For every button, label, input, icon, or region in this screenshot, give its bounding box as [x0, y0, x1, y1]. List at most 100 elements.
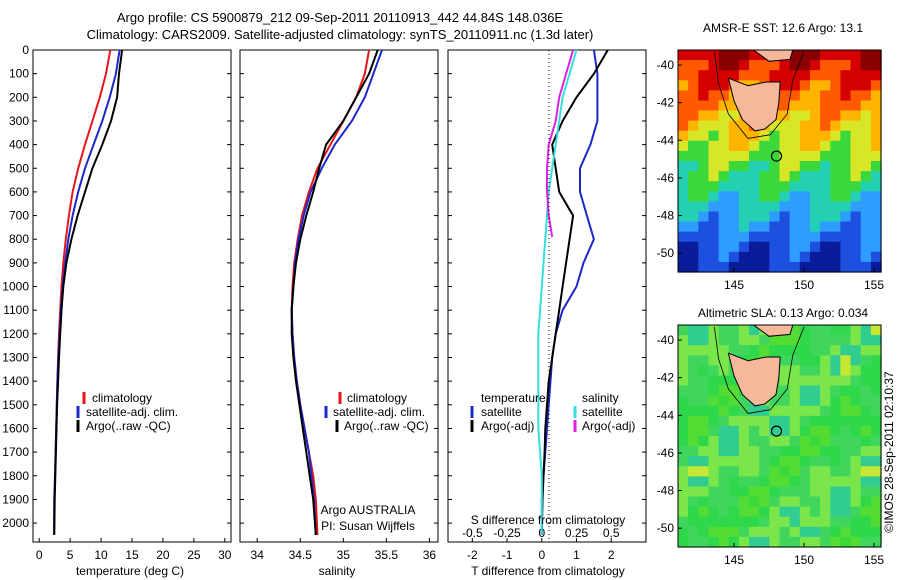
map-cell [718, 526, 730, 538]
map-cell [789, 100, 801, 112]
map-cell [708, 456, 720, 467]
map-y-tick-label: -40 [657, 333, 675, 347]
map-cell [728, 130, 740, 142]
depth-tick-label: 0 [22, 43, 29, 57]
legend-title-salinity: salinity [582, 391, 619, 405]
map-cell [870, 405, 882, 417]
map-cell [840, 436, 852, 447]
map-cell [759, 415, 770, 427]
map-cell [738, 456, 750, 467]
map-cell [820, 110, 831, 122]
map-cell [698, 325, 710, 336]
profile-lines-layer [53, 49, 609, 535]
depth-tick-label: 800 [9, 232, 29, 246]
map-cell [779, 476, 791, 488]
map-x-tick-label: 155 [864, 553, 884, 567]
series-line [540, 49, 609, 535]
map-cell [789, 415, 801, 427]
map-cell [810, 335, 821, 346]
map-cell [769, 536, 781, 548]
map-cell [738, 325, 750, 336]
map-cell [799, 100, 811, 112]
map-cell [698, 355, 710, 366]
map-cell [840, 251, 852, 263]
map-cell [728, 415, 740, 427]
map-cell [688, 355, 699, 366]
map-cell [860, 526, 872, 538]
map-cell [820, 436, 831, 447]
map-cell [860, 425, 872, 437]
x-tick-label: 2 [608, 548, 615, 562]
map-cell [820, 70, 831, 81]
map-cell [830, 191, 842, 202]
map-cell [779, 405, 791, 417]
map-cell [759, 456, 770, 467]
map-cell [749, 496, 760, 508]
series-line [546, 49, 575, 238]
map-cell [749, 335, 760, 346]
map-cell [850, 506, 862, 518]
map-x-tick-label: 145 [724, 278, 744, 292]
map-cell [799, 251, 811, 263]
map-cell [870, 375, 882, 387]
map-cell [870, 191, 882, 202]
map-cell [708, 110, 720, 122]
map-cell [759, 536, 770, 548]
map-cell [698, 150, 710, 162]
map-cell [769, 496, 781, 508]
map-cell [738, 120, 750, 132]
map-cell [789, 90, 801, 102]
map-cell [789, 110, 801, 122]
map-cell [678, 100, 689, 112]
map-cell [718, 150, 730, 162]
map-cell [738, 201, 750, 213]
legend-label-t-satellite: satellite [481, 405, 522, 419]
shelf-contour [714, 326, 805, 414]
map-cell [749, 50, 760, 61]
x-tick-label: 36 [423, 548, 437, 562]
map-cell [840, 526, 852, 538]
map-cell [840, 425, 852, 437]
map-cell [799, 536, 811, 548]
map-cell [860, 446, 872, 457]
depth-tick-label: 300 [9, 114, 29, 128]
map-cell [850, 415, 862, 427]
map-cell [708, 221, 720, 233]
map-cell [769, 150, 781, 162]
map-cell [810, 365, 821, 377]
map-cell [688, 70, 699, 81]
map-cell [810, 150, 821, 162]
map-cell [678, 80, 689, 91]
map-cell [738, 231, 750, 243]
map-cell [840, 130, 852, 142]
map-cell [820, 405, 831, 417]
axis-ticks-layer: 0100200300400500600700800900100011001200… [2, 43, 646, 562]
map-cell [830, 456, 842, 467]
map-cell [769, 221, 781, 233]
map-cell [678, 365, 689, 377]
map-cell [779, 80, 791, 91]
map-cell [769, 466, 781, 477]
map-cell [789, 181, 801, 192]
map-cell [678, 171, 689, 182]
map-cell [688, 446, 699, 457]
map-cell [830, 395, 842, 407]
map-cell [840, 466, 852, 477]
map-cell [850, 436, 862, 447]
map-cell [830, 161, 842, 172]
map-cell [860, 80, 872, 91]
map-cell [789, 221, 801, 233]
map-cell [678, 60, 689, 71]
map-cell [738, 466, 750, 477]
map-cell [840, 70, 852, 81]
map-cell [789, 60, 801, 71]
map-cell [870, 325, 882, 336]
map-cell [698, 446, 710, 457]
map-cell [708, 171, 720, 182]
map-cell [759, 436, 770, 447]
map-cell [688, 50, 699, 61]
map-cell [820, 395, 831, 407]
map-cell [860, 201, 872, 213]
map-cell [799, 355, 811, 366]
map-cell [708, 50, 720, 61]
